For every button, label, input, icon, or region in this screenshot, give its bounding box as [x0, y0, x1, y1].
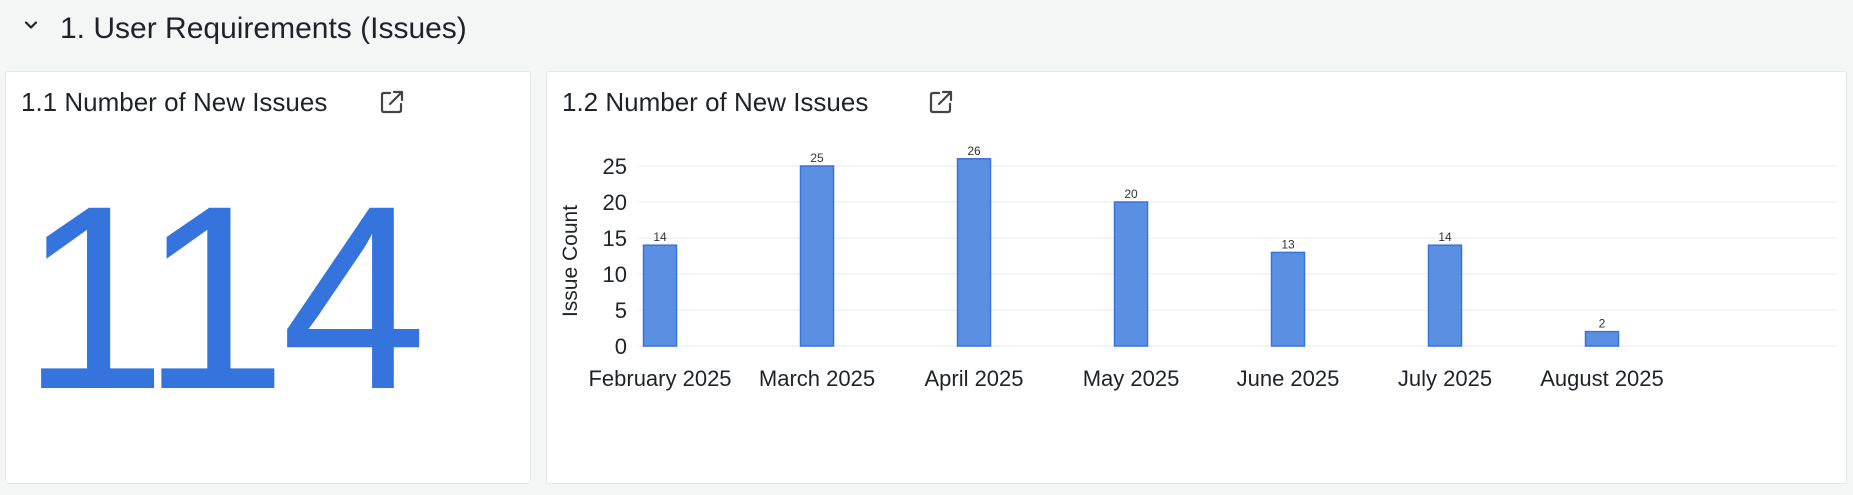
section-header[interactable]: 1. User Requirements (Issues): [0, 0, 1853, 60]
bar: [1113, 201, 1149, 347]
data-label: 26: [967, 144, 981, 158]
x-tick-label: June 2025: [1237, 366, 1340, 391]
stat-value: 114: [21, 151, 427, 444]
bar: [956, 158, 992, 347]
bar: [642, 244, 678, 347]
data-label: 2: [1599, 317, 1606, 331]
data-label: 20: [1124, 187, 1138, 201]
panel-new-issues-chart: 1.2 Number of New Issues 0 5 10 15 20 25 Issue…: [546, 71, 1847, 484]
x-tick-label: March 2025: [759, 366, 875, 391]
bar: [1270, 251, 1306, 347]
y-tick-label: 15: [603, 226, 627, 251]
y-tick-label: 20: [603, 190, 627, 215]
bar: [799, 165, 835, 347]
y-tick-label: 0: [615, 334, 627, 359]
data-label: 13: [1281, 237, 1295, 251]
data-label: 25: [810, 151, 824, 165]
bar: [1584, 330, 1620, 347]
y-tick-label: 10: [603, 262, 627, 287]
panel-title: 1.1 Number of New Issues: [21, 87, 328, 117]
panel-new-issues-stat: 1.1 Number of New Issues 114: [5, 71, 531, 484]
x-tick-label: May 2025: [1083, 366, 1180, 391]
bar: [1427, 244, 1463, 347]
panel-title: 1.2 Number of New Issues: [562, 87, 869, 117]
external-link-icon[interactable]: [926, 87, 956, 117]
external-link-icon[interactable]: [377, 87, 407, 117]
chevron-down-icon[interactable]: [20, 14, 42, 36]
data-label: 14: [1438, 230, 1452, 244]
x-tick-label: July 2025: [1398, 366, 1492, 391]
y-tick-label: 25: [603, 154, 627, 179]
y-tick-label: 5: [615, 298, 627, 323]
bar-chart: 0 5 10 15 20 25 Issue Count 14 February 2025 25 Ma…: [559, 144, 1837, 391]
section-title: 1. User Requirements (Issues): [60, 12, 467, 45]
data-label: 14: [653, 230, 667, 244]
x-tick-label: April 2025: [924, 366, 1023, 391]
x-tick-label: February 2025: [588, 366, 731, 391]
y-axis-title: Issue Count: [559, 205, 582, 317]
x-tick-label: August 2025: [1540, 366, 1664, 391]
